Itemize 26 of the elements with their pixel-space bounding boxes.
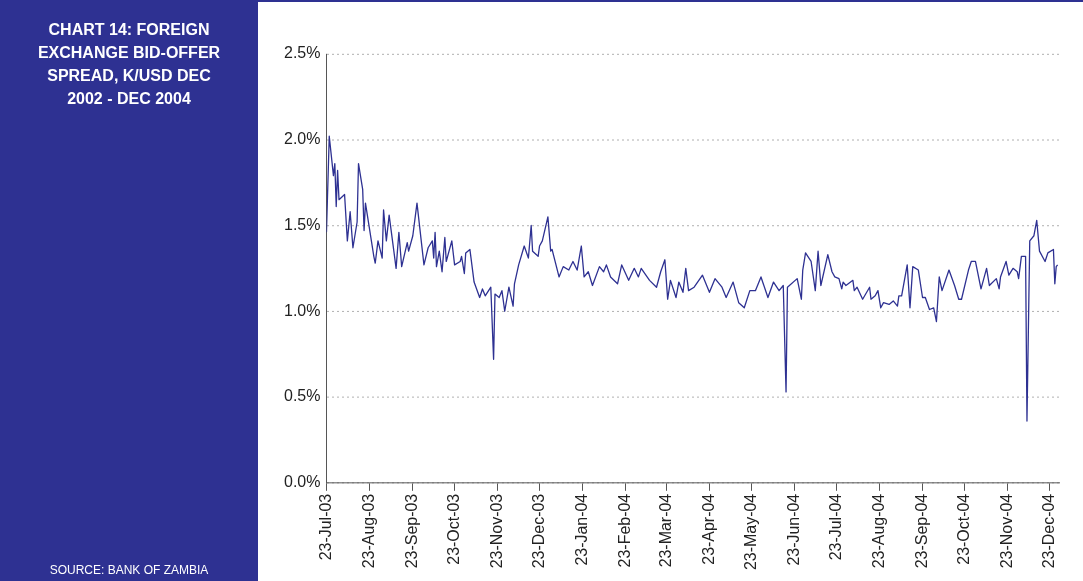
x-tick-label: 23-Aug-04: [869, 493, 887, 569]
x-tick-label: 23-Dec-04: [1039, 493, 1057, 569]
x-tick-label: 23-Jul-04: [826, 493, 844, 561]
y-tick-label: 1.0%: [284, 301, 321, 319]
x-tick-label: 23-Oct-03: [444, 493, 462, 565]
y-tick-label: 2.0%: [284, 130, 321, 148]
x-tick-label: 23-Oct-04: [954, 493, 972, 565]
y-tick-label: 1.5%: [284, 215, 321, 233]
x-tick-label: 23-Nov-04: [997, 493, 1015, 569]
y-tick-label: 0.5%: [284, 387, 321, 405]
x-tick-label: 23-Jan-04: [573, 493, 591, 566]
x-tick-label: 23-Dec-03: [529, 493, 547, 569]
x-tick-label: 23-Aug-03: [360, 493, 378, 569]
x-tick-label: 23-Sep-04: [912, 493, 930, 569]
y-tick-label: 2.5%: [284, 44, 321, 62]
x-tick-label: 23-Nov-03: [488, 493, 506, 569]
x-tick-label: 23-Feb-04: [616, 493, 634, 568]
source-note: SOURCE: BANK OF ZAMBIA: [48, 563, 210, 577]
x-tick-label: 23-May-04: [741, 493, 759, 571]
x-tick-label: 23-Jul-03: [316, 493, 334, 561]
text: CHART 14: FOREIGN EXCHANGE BID-OFFER SPREAD, K/USD DEC 2002 - DEC 2004: [36, 20, 222, 109]
x-tick-label: 23-Apr-04: [699, 493, 717, 565]
x-tick-label: 23-Mar-04: [656, 493, 674, 568]
x-tick-label: 23-Sep-03: [403, 493, 421, 569]
y-tick-label: 0.0%: [284, 473, 321, 491]
x-tick-label: 23-Jun-04: [784, 493, 802, 566]
